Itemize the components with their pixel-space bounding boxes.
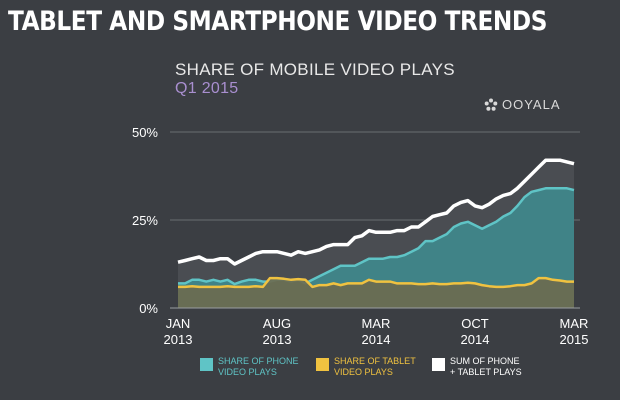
series-line-tablet (178, 276, 574, 289)
y-tick-label: 25% (132, 213, 158, 228)
chart-legend: SHARE OF PHONE VIDEO PLAYS SHARE OF TABL… (200, 356, 550, 378)
x-tick-label: MAR (362, 316, 391, 331)
legend-item-phone: SHARE OF PHONE VIDEO PLAYS (200, 356, 304, 378)
legend-swatch-tablet (316, 358, 329, 371)
x-tick-label: 2015 (560, 332, 589, 347)
x-tick-label: AUG (263, 316, 291, 331)
series-line-sum (177, 158, 575, 266)
brand-logo: OOYALA (484, 97, 561, 112)
x-tick-label: 2014 (362, 332, 391, 347)
flower-icon (484, 98, 498, 111)
legend-item-sum: SUM OF PHONE + TABLET PLAYS (432, 356, 550, 378)
x-tick-label: MAR (560, 316, 589, 331)
x-tick-label: OCT (461, 316, 489, 331)
legend-label-tablet: SHARE OF TABLET VIDEO PLAYS (334, 356, 416, 377)
brand-name: OOYALA (502, 97, 561, 112)
page-title: TABLET AND SMARTPHONE VIDEO TRENDS (8, 6, 548, 37)
x-tick-label: JAN (166, 316, 191, 331)
series-area-phone (178, 188, 574, 308)
legend-swatch-sum (432, 358, 445, 371)
legend-item-tablet: SHARE OF TABLET VIDEO PLAYS (316, 356, 420, 378)
x-tick-label: 2013 (164, 332, 193, 347)
y-tick-label: 50% (132, 125, 158, 140)
chart-subtitle: SHARE OF MOBILE VIDEO PLAYS (175, 60, 455, 79)
legend-swatch-phone (200, 358, 213, 371)
legend-label-phone: SHARE OF PHONE VIDEO PLAYS (218, 356, 299, 377)
x-tick-label: 2013 (263, 332, 292, 347)
y-tick-label: 0% (139, 301, 158, 316)
legend-label-sum: SUM OF PHONE + TABLET PLAYS (450, 356, 522, 377)
series-line-phone (178, 187, 575, 286)
x-tick-label: 2014 (461, 332, 490, 347)
series-area-tablet (178, 278, 574, 308)
chart-period: Q1 2015 (175, 80, 239, 97)
